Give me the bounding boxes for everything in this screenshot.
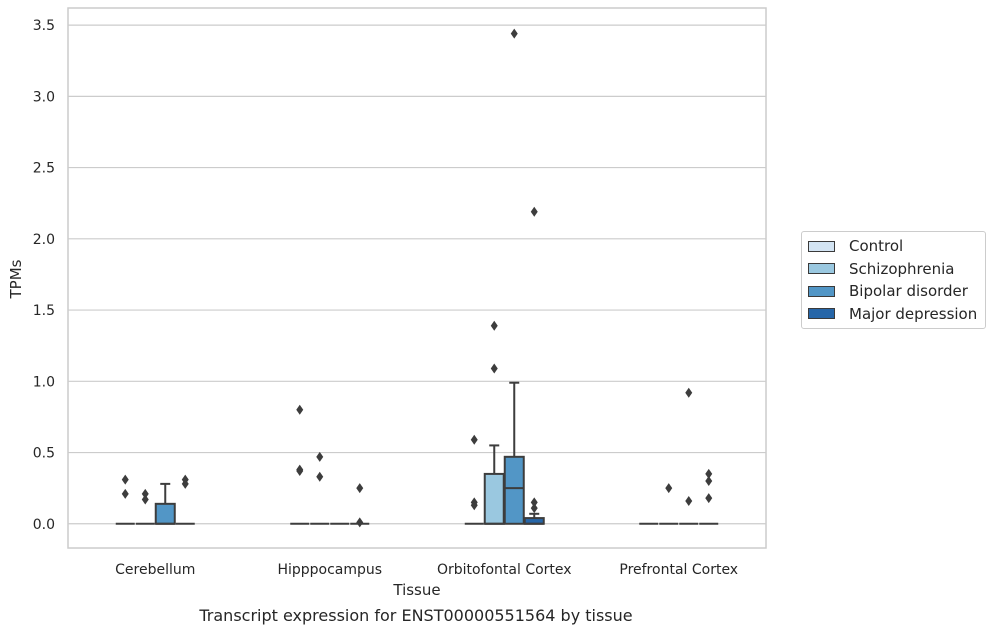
y-tick-label: 1.5 [33,303,55,319]
y-tick-label: 2.0 [33,232,55,248]
outlier-point [705,468,713,479]
outlier-point [141,488,149,499]
outlier-point [181,478,189,489]
outlier-point [705,476,713,487]
outlier-point [121,474,129,485]
box-plots [115,28,719,528]
y-tick-label: 1.0 [33,374,55,390]
legend-item: Control [802,235,985,258]
y-tick-label: 3.5 [33,18,55,34]
chart-caption: Transcript expression for ENST0000055156… [199,606,633,625]
y-axis-label: TPMs [7,259,25,299]
y-tick-label: 3.0 [33,89,55,105]
legend: Control Schizophrenia Bipolar disorder Majo… [801,231,986,329]
outlier-point [121,488,129,499]
gridlines [68,24,766,525]
box-bipolar-disorder [503,28,525,525]
outlier-point [141,494,149,505]
outlier-point [296,466,304,477]
box-major-depression [350,483,370,528]
legend-swatch [808,308,835,320]
legend-item: Bipolar disorder [802,280,985,303]
outlier-point [296,404,304,415]
outlier-point [470,434,478,445]
legend-label: Bipolar disorder [849,282,968,301]
box-major-depression [175,474,195,525]
box-control [464,434,484,525]
box-schizophrenia [310,451,330,525]
box-major-depression [699,468,719,525]
outlier-point [685,495,693,506]
outlier-point [490,320,498,331]
outlier-point [530,503,538,514]
y-tick-label: 0.0 [33,517,55,533]
legend-item: Schizophrenia [802,258,985,281]
outlier-point [316,471,324,482]
y-tick-label: 2.5 [33,161,55,177]
legend-label: Control [849,237,904,256]
y-tick-label: 0.5 [33,446,55,462]
y-axis-ticks: 0.0 0.5 1.0 1.5 2.0 2.5 3.0 3.5 [33,18,55,533]
outlier-point [356,483,364,494]
legend-label: Major depression [849,304,978,323]
box-schizophrenia [483,320,505,525]
x-tick-label: Prefrontal Cortex [619,562,738,578]
legend-item: Major depression [802,303,985,326]
legend-swatch [808,285,835,297]
box-bipolar-disorder [154,482,176,525]
legend-label: Schizophrenia [849,259,955,278]
box-control [290,404,310,525]
box-schizophrenia [135,488,155,525]
x-tick-label: Cerebellum [115,562,195,578]
x-tick-label: Orbitofontal Cortex [437,562,572,578]
outlier-point [530,206,538,217]
outlier-point [530,497,538,508]
box-bipolar-disorder [679,387,699,525]
x-axis-label: Tissue [392,581,440,599]
outlier-point [356,517,364,528]
box-control [115,474,135,525]
outlier-point [490,363,498,374]
plot-frame [67,7,767,549]
x-tick-label: Hipppocampus [277,562,382,578]
outlier-point [705,493,713,504]
outlier-point [510,28,518,39]
x-axis-ticks: Cerebellum Hipppocampus Orbitofontal Corte… [115,562,738,578]
outlier-point [665,483,673,494]
outlier-point [316,451,324,462]
outlier-point [685,387,693,398]
legend-swatch [808,240,835,252]
legend-swatch [808,263,835,275]
box-schizophrenia [659,483,679,525]
box-major-depression [523,206,545,525]
outlier-point [470,500,478,511]
